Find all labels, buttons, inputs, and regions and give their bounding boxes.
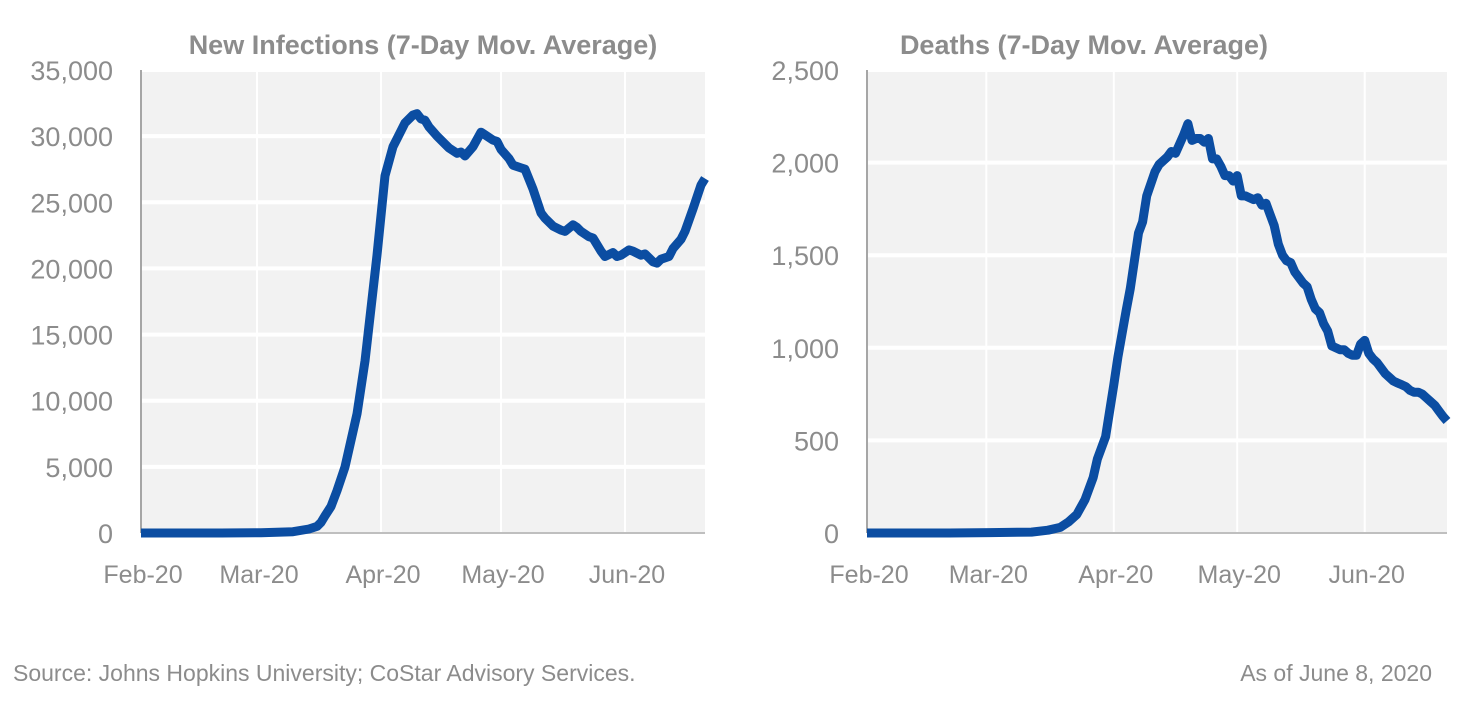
y-tick-label: 0 [98,519,113,549]
series-line [141,109,709,538]
plot-area [141,70,705,533]
y-tick-label: 2,000 [771,149,839,179]
y-tick-label: 15,000 [30,321,113,351]
x-tick-label: Apr-20 [345,561,420,589]
y-tick-label: 20,000 [30,254,113,284]
new-infections-chart: 0 5,000 10,000 15,000 20,000 25,000 30,000 35,0… [30,30,709,589]
y-tick-label: 1,500 [771,241,839,271]
x-tick-label: Jun-20 [1329,561,1405,589]
source-note: Source: Johns Hopkins University; CoStar… [13,660,636,686]
x-tick-label: Mar-20 [219,561,298,589]
y-tick-label: 5,000 [45,453,113,483]
y-tick-label: 10,000 [30,387,113,417]
plot-area [867,70,1447,533]
x-tick-label: May-20 [1198,561,1281,589]
x-tick-label: Feb-20 [829,561,908,589]
deaths-chart: 0 500 1,000 1,500 2,000 2,500 Feb-20 Mar-20 Apr-… [771,30,1451,589]
x-tick-label: Jun-20 [589,561,665,589]
x-tick-label: Apr-20 [1078,561,1153,589]
x-tick-label: Mar-20 [949,561,1028,589]
y-tick-label: 500 [794,426,839,456]
x-tick-label: Feb-20 [103,561,182,589]
as-of-date: As of June 8, 2020 [1240,660,1432,686]
chart-title: New Infections (7-Day Mov. Average) [189,30,658,60]
y-tick-label: 30,000 [30,122,113,152]
y-tick-label: 2,500 [771,56,839,86]
y-tick-label: 1,000 [771,334,839,364]
y-tick-label: 0 [824,519,839,549]
series-line [867,119,1451,538]
y-tick-label: 35,000 [30,56,113,86]
y-tick-label: 25,000 [30,188,113,218]
chart-title: Deaths (7-Day Mov. Average) [900,30,1268,60]
x-tick-label: May-20 [461,561,544,589]
